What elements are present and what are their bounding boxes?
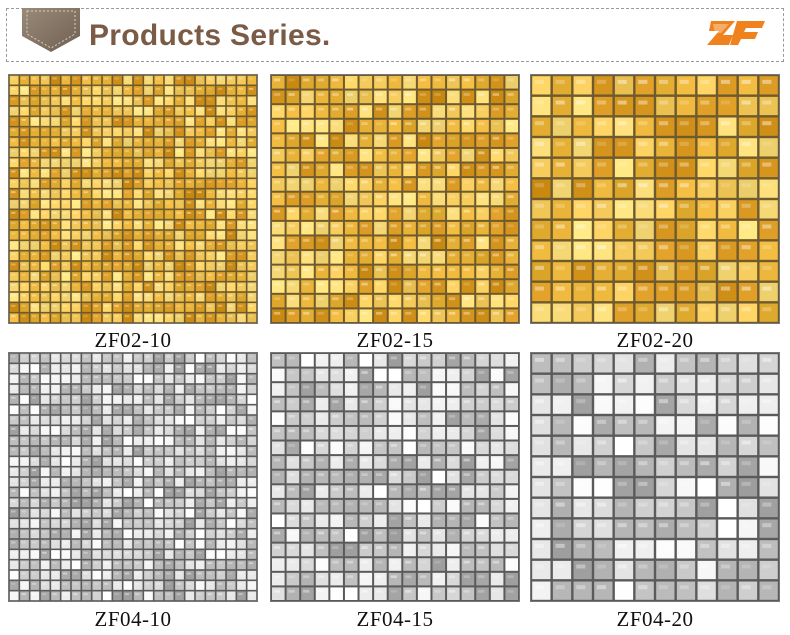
product-code-label: ZF02-10 (94, 328, 172, 352)
silver-mosaic-image (9, 353, 257, 601)
product-code-label: ZF04-15 (356, 607, 434, 631)
product-tile-zf04-10[interactable] (8, 352, 258, 602)
product-code-label: ZF04-20 (616, 607, 694, 631)
gold-mosaic-image (531, 75, 779, 323)
product-code-label: ZF04-10 (94, 607, 172, 631)
page-title: Products Series. (89, 19, 331, 52)
zf-brand-logo-icon (707, 21, 765, 45)
product-code-label: ZF02-20 (616, 328, 694, 352)
product-tile-zf02-20[interactable] (530, 74, 780, 324)
header-banner: Products Series. (6, 8, 784, 62)
silver-mosaic-image (531, 353, 779, 601)
tag-ribbon-icon (22, 8, 80, 52)
product-tile-zf02-10[interactable] (8, 74, 258, 324)
silver-mosaic-image (271, 353, 519, 601)
product-tile-zf04-20[interactable] (530, 352, 780, 602)
gold-mosaic-image (9, 75, 257, 323)
product-tile-zf02-15[interactable] (270, 74, 520, 324)
gold-mosaic-image (271, 75, 519, 323)
product-tile-zf04-15[interactable] (270, 352, 520, 602)
product-code-label: ZF02-15 (356, 328, 434, 352)
